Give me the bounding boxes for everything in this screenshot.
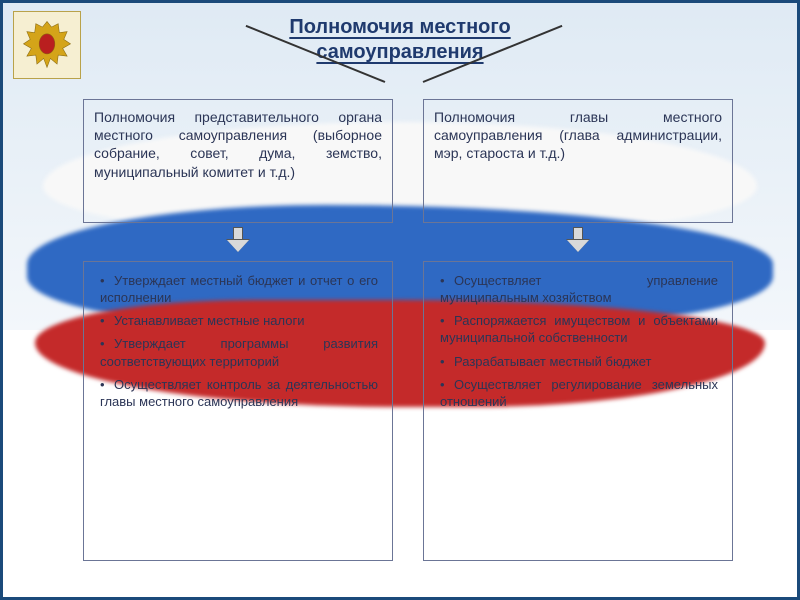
slide-frame: Полномочия местного самоуправления Полно… bbox=[0, 0, 800, 600]
title-line-1: Полномочия местного bbox=[289, 16, 510, 38]
list-item: Осуществляет управление муниципальным хо… bbox=[440, 272, 718, 306]
representative-body-powers-box: Полномочия представительного органа мест… bbox=[83, 99, 393, 223]
page-title: Полномочия местного самоуправления bbox=[3, 15, 797, 65]
arrow-down-icon bbox=[227, 227, 249, 253]
head-duties-list: Осуществляет управление муниципальным хо… bbox=[434, 270, 722, 418]
list-item: Устанавливает местные налоги bbox=[100, 312, 378, 329]
head-duties-box: Осуществляет управление муниципальным хо… bbox=[423, 261, 733, 561]
list-item: Распоряжается имуществом и объектами мун… bbox=[440, 312, 718, 346]
representative-body-duties-box: Утверждает местный бюджет и отчет о его … bbox=[83, 261, 393, 561]
list-item: Осуществляет регулирование земельных отн… bbox=[440, 376, 718, 410]
content-layer: Полномочия местного самоуправления Полно… bbox=[3, 3, 797, 597]
list-item: Разрабатывает местный бюджет bbox=[440, 353, 718, 370]
title-line-2: самоуправления bbox=[316, 41, 483, 63]
representative-body-duties-list: Утверждает местный бюджет и отчет о его … bbox=[94, 270, 382, 418]
arrow-down-icon bbox=[567, 227, 589, 253]
list-item: Утверждает местный бюджет и отчет о его … bbox=[100, 272, 378, 306]
head-of-government-powers-text: Полномочия главы местного самоуправления… bbox=[434, 109, 722, 161]
head-of-government-powers-box: Полномочия главы местного самоуправления… bbox=[423, 99, 733, 223]
representative-body-powers-text: Полномочия представительного органа мест… bbox=[94, 109, 382, 180]
list-item: Утверждает программы развития соответств… bbox=[100, 335, 378, 369]
list-item: Осуществляет контроль за деятельностью г… bbox=[100, 376, 378, 410]
